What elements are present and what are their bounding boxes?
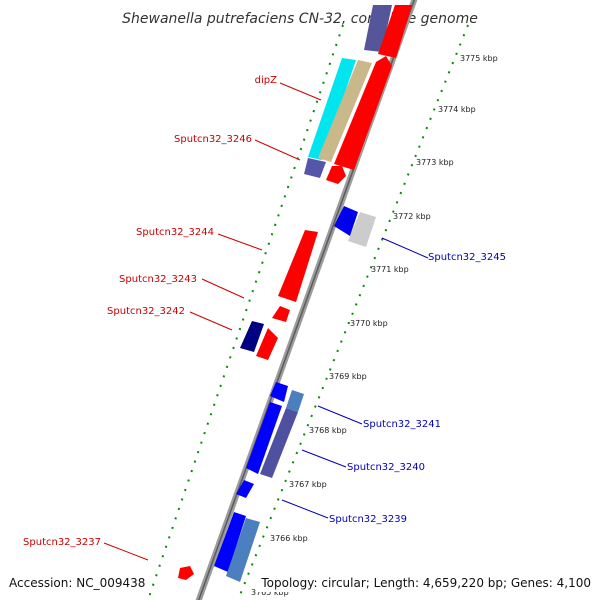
cds-feature: [348, 212, 376, 247]
cds-feature: [364, 5, 392, 52]
left-gene-labels: dipZ Sputcn32_3246 Sputcn32_3244 Sputcn3…: [23, 75, 277, 548]
cds-feature: [270, 382, 288, 402]
cds-feature: [272, 306, 290, 322]
map-title: Shewanella putrefaciens CN-32, complete …: [122, 11, 478, 27]
dotted-tracks: [147, 24, 469, 600]
gene-label-left[interactable]: Sputcn32_3246: [174, 134, 252, 145]
cds-feature: [236, 480, 254, 498]
cds-feature: [334, 56, 392, 170]
tick-label: 3774 kbp: [438, 105, 476, 114]
tick-label: 3772 kbp: [393, 212, 431, 221]
cds-feature: [240, 321, 264, 352]
cds-feature: [256, 328, 278, 360]
tick-label: 3765 kbp: [251, 588, 289, 597]
right-leader-lines: [281, 237, 429, 519]
tick-label: 3766 kbp: [270, 534, 308, 543]
cds-feature: [326, 166, 346, 184]
cds-feature: [308, 58, 356, 160]
inner-dotted-track: [147, 24, 344, 600]
gene-label-right[interactable]: Sputcn32_3245: [428, 252, 506, 263]
cds-feature: [278, 230, 318, 302]
cds-feature: [304, 158, 326, 178]
cds-feature: [318, 60, 372, 162]
tick-label: 3770 kbp: [350, 319, 388, 328]
tick-label: 3768 kbp: [309, 426, 347, 435]
gene-label-right[interactable]: Sputcn32_3240: [347, 462, 425, 473]
gene-label-right[interactable]: Sputcn32_3241: [363, 419, 441, 430]
cds-feature: [286, 390, 304, 412]
gene-label-left[interactable]: Sputcn32_3243: [119, 274, 197, 285]
tick-label: 3775 kbp: [460, 54, 498, 63]
cds-feature: [260, 408, 298, 478]
cds-feature: [378, 5, 412, 58]
cds-feature: [246, 402, 282, 474]
gene-features: [178, 5, 412, 582]
cds-feature: [226, 518, 260, 582]
tick-label: 3767 kbp: [289, 480, 327, 489]
footer-accession-bg: [4, 572, 150, 592]
gene-label-right[interactable]: Sputcn32_3239: [329, 514, 407, 525]
gene-label-left[interactable]: dipZ: [255, 75, 277, 86]
tick-label: 3771 kbp: [371, 265, 409, 274]
footer-summary-bg: [256, 572, 596, 592]
tick-labels: 3775 kbp 3774 kbp 3773 kbp 3772 kbp 3771…: [251, 54, 498, 597]
cds-feature: [334, 206, 358, 236]
left-leader-lines: [103, 82, 322, 561]
cds-feature: [214, 512, 246, 572]
accession-text: Accession: NC_009438: [9, 576, 145, 590]
tick-label: 3773 kbp: [416, 158, 454, 167]
cds-feature: [178, 566, 194, 580]
genome-summary-text: Topology: circular; Length: 4,659,220 bp…: [260, 576, 591, 590]
gene-label-left[interactable]: Sputcn32_3237: [23, 537, 101, 548]
gene-label-left[interactable]: Sputcn32_3244: [136, 227, 214, 238]
right-gene-labels: Sputcn32_3245 Sputcn32_3241 Sputcn32_324…: [329, 252, 506, 525]
gene-label-left[interactable]: Sputcn32_3242: [107, 306, 185, 317]
tick-label: 3769 kbp: [329, 372, 367, 381]
